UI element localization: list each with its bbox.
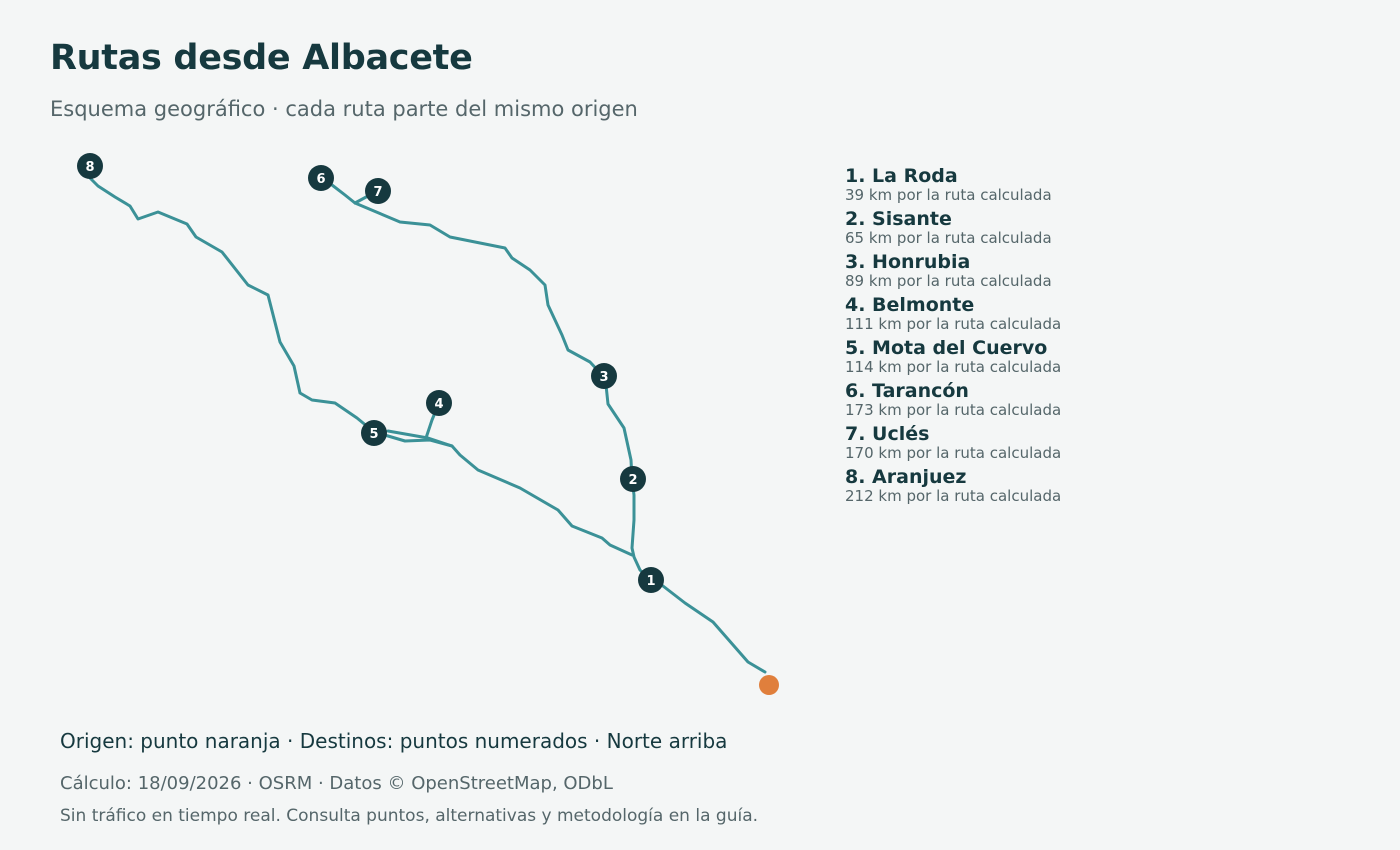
legend-distance: 39 km por la ruta calculada: [845, 186, 1052, 204]
marker-3-label: 3: [599, 370, 608, 385]
marker-2-label: 2: [628, 473, 637, 488]
marker-4-label: 4: [434, 397, 443, 412]
legend-distance: 111 km por la ruta calculada: [845, 315, 1062, 333]
source-attribution: Cálculo: 18/09/2026 · OSRM · Datos © Ope…: [60, 773, 613, 794]
legend-name: 4. Belmonte: [845, 294, 975, 316]
route-map: 1 2 3 4 5 6 7 8: [77, 153, 779, 695]
legend-item-5[interactable]: 5. Mota del Cuervo 114 km por la ruta ca…: [845, 337, 1145, 380]
marker-7[interactable]: 7: [365, 178, 391, 204]
legend-item-1[interactable]: 1. La Roda 39 km por la ruta calculada: [845, 165, 1145, 208]
marker-1-label: 1: [646, 574, 655, 589]
marker-3[interactable]: 3: [591, 363, 617, 389]
routes-layer: [88, 164, 767, 674]
page-subtitle: Esquema geográfico · cada ruta parte del…: [50, 97, 638, 121]
legend-item-7[interactable]: 7. Uclés 170 km por la ruta calculada: [845, 423, 1145, 466]
legend-distance: 170 km por la ruta calculada: [845, 444, 1062, 462]
legend-distance: 173 km por la ruta calculada: [845, 401, 1062, 419]
legend-item-8[interactable]: 8. Aranjuez 212 km por la ruta calculada: [845, 466, 1145, 509]
marker-6-label: 6: [316, 172, 325, 187]
route-segment-belmonte-a: [386, 429, 454, 448]
legend-distance: 212 km por la ruta calculada: [845, 487, 1062, 505]
origin-dot-icon[interactable]: [759, 675, 779, 695]
legend-name: 3. Honrubia: [845, 251, 971, 273]
legend-distance: 89 km por la ruta calculada: [845, 272, 1052, 290]
marker-4[interactable]: 4: [426, 390, 452, 416]
legend-name: 7. Uclés: [845, 423, 930, 445]
route-segment-west: [88, 164, 634, 557]
legend-item-2[interactable]: 2. Sisante 65 km por la ruta calculada: [845, 208, 1145, 251]
destinations-legend: 1. La Roda 39 km por la ruta calculada 2…: [845, 165, 1145, 509]
marker-5-label: 5: [369, 427, 378, 442]
legend-item-4[interactable]: 4. Belmonte 111 km por la ruta calculada: [845, 294, 1145, 337]
legend-name: 2. Sisante: [845, 208, 952, 230]
page-title: Rutas desde Albacete: [50, 38, 473, 78]
legend-name: 5. Mota del Cuervo: [845, 337, 1048, 359]
legend-item-6[interactable]: 6. Tarancón 173 km por la ruta calculada: [845, 380, 1145, 423]
marker-5[interactable]: 5: [361, 420, 387, 446]
route-segment-north: [319, 176, 652, 582]
route-segment-trunk: [648, 578, 767, 674]
methodology-note: Sin tráfico en tiempo real. Consulta pun…: [60, 806, 759, 826]
legend-item-3[interactable]: 3. Honrubia 89 km por la ruta calculada: [845, 251, 1145, 294]
marker-8-label: 8: [85, 160, 94, 175]
map-key-text: Origen: punto naranja · Destinos: puntos…: [60, 729, 728, 753]
marker-7-label: 7: [373, 185, 382, 200]
destination-markers: 1 2 3 4 5 6 7 8: [77, 153, 664, 593]
legend-name: 8. Aranjuez: [845, 466, 967, 488]
legend-distance: 65 km por la ruta calculada: [845, 229, 1052, 247]
marker-1[interactable]: 1: [638, 567, 664, 593]
marker-6[interactable]: 6: [308, 165, 334, 191]
legend-name: 6. Tarancón: [845, 380, 969, 402]
marker-8[interactable]: 8: [77, 153, 103, 179]
marker-2[interactable]: 2: [620, 466, 646, 492]
legend-distance: 114 km por la ruta calculada: [845, 358, 1062, 376]
legend-name: 1. La Roda: [845, 165, 958, 187]
